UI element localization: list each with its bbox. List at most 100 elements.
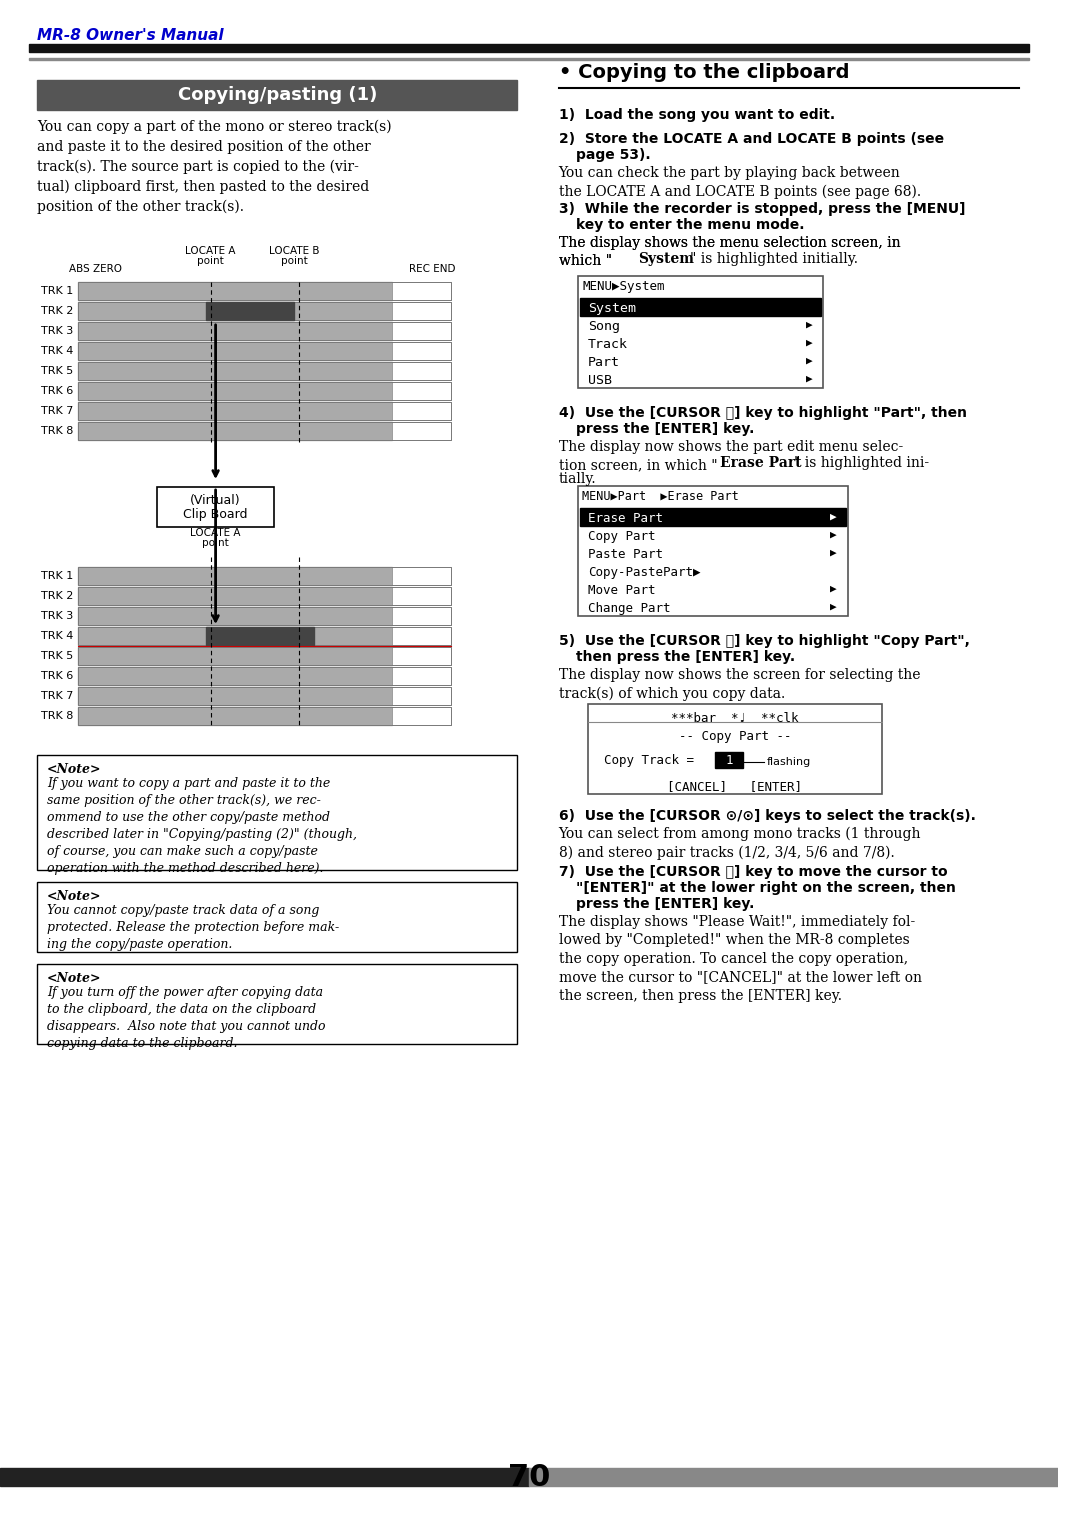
Text: then press the [ENTER] key.: then press the [ENTER] key.	[577, 650, 795, 664]
Bar	[79, 382, 392, 400]
Text: USB: USB	[588, 374, 612, 388]
Text: ▶: ▶	[806, 374, 812, 385]
Bar	[79, 707, 450, 725]
Text: Erase Part: Erase Part	[588, 513, 663, 525]
Bar	[79, 362, 450, 380]
Text: 3)  While the recorder is stopped, press the [MENU]: 3) While the recorder is stopped, press …	[558, 201, 966, 217]
Text: ***bar  *♩  **clk: ***bar *♩ **clk	[672, 713, 799, 725]
Text: TRK 1: TRK 1	[41, 571, 73, 581]
Bar	[392, 322, 450, 340]
Text: [CANCEL]   [ENTER]: [CANCEL] [ENTER]	[667, 780, 802, 794]
Bar	[79, 302, 450, 320]
Text: The display shows the menu selection screen, in
which ": The display shows the menu selection scr…	[558, 237, 901, 269]
Text: TRK 7: TRK 7	[41, 406, 73, 417]
Text: The display shows "Please Wait!", immediately fol-
lowed by "Completed!" when th: The display shows "Please Wait!", immedi…	[558, 916, 921, 1003]
Bar	[392, 667, 450, 685]
Bar	[79, 322, 450, 340]
Bar	[392, 302, 450, 320]
Bar	[79, 568, 450, 584]
Text: point: point	[198, 256, 224, 266]
Text: page 53).: page 53).	[577, 148, 651, 162]
Text: " is highlighted initially.: " is highlighted initially.	[690, 252, 858, 266]
Text: Clip Board: Clip Board	[184, 508, 247, 520]
Text: TRK 2: TRK 2	[41, 591, 73, 601]
Text: "[ENTER]" at the lower right on the screen, then: "[ENTER]" at the lower right on the scre…	[577, 881, 956, 896]
Text: • Copying to the clipboard: • Copying to the clipboard	[558, 63, 849, 82]
Bar	[79, 342, 392, 360]
Bar	[392, 282, 450, 301]
Bar	[79, 627, 450, 645]
Text: Copy Track =: Copy Track =	[604, 754, 693, 768]
Text: MENU▶Part  ▶Erase Part: MENU▶Part ▶Erase Part	[582, 490, 739, 504]
Bar	[79, 588, 450, 604]
Text: TRK 4: TRK 4	[41, 630, 73, 641]
Bar	[580, 298, 821, 316]
Text: TRK 6: TRK 6	[41, 671, 73, 681]
Text: TRK 3: TRK 3	[41, 610, 73, 621]
Bar	[29, 44, 1029, 52]
Text: ▶: ▶	[806, 337, 812, 348]
Text: Copy Part: Copy Part	[588, 530, 656, 543]
Text: -- Copy Part --: -- Copy Part --	[678, 729, 792, 743]
Text: ▶: ▶	[831, 601, 837, 612]
Text: ▶: ▶	[806, 320, 812, 330]
Text: TRK 8: TRK 8	[41, 426, 73, 436]
Text: Copy-PastePart▶: Copy-PastePart▶	[588, 566, 701, 578]
Bar	[37, 755, 517, 870]
Bar	[79, 687, 450, 705]
Text: You can select from among mono tracks (1 through
8) and stereo pair tracks (1/2,: You can select from among mono tracks (1…	[558, 827, 921, 861]
Bar	[79, 647, 450, 665]
Text: <Note>: <Note>	[48, 763, 102, 777]
Text: (Virtual): (Virtual)	[190, 493, 241, 507]
Text: Part: Part	[588, 356, 620, 369]
Text: TRK 5: TRK 5	[41, 366, 73, 375]
Bar	[79, 627, 392, 645]
Text: Change Part: Change Part	[588, 601, 671, 615]
Bar	[588, 703, 882, 794]
Text: press the [ENTER] key.: press the [ENTER] key.	[577, 897, 755, 911]
Text: TRK 2: TRK 2	[41, 307, 73, 316]
Bar	[392, 382, 450, 400]
Text: ABS ZERO: ABS ZERO	[69, 264, 122, 275]
Text: TRK 5: TRK 5	[41, 652, 73, 661]
Bar	[392, 568, 450, 584]
Bar	[157, 487, 274, 526]
Text: LOCATE A: LOCATE A	[190, 528, 241, 539]
Text: TRK 3: TRK 3	[41, 327, 73, 336]
Bar	[206, 627, 313, 645]
Text: 1)  Load the song you want to edit.: 1) Load the song you want to edit.	[558, 108, 835, 122]
Text: The display now shows the part edit menu selec-
tion screen, in which ": The display now shows the part edit menu…	[558, 439, 903, 473]
Bar	[37, 964, 517, 1044]
Text: point: point	[281, 256, 308, 266]
Text: 6)  Use the [CURSOR ⊙/⊙] keys to select the track(s).: 6) Use the [CURSOR ⊙/⊙] keys to select t…	[558, 809, 975, 823]
Bar	[79, 282, 392, 301]
Bar	[37, 882, 517, 952]
Text: If you turn off the power after copying data
to the clipboard, the data on the c: If you turn off the power after copying …	[48, 986, 325, 1050]
Text: Song: Song	[588, 320, 620, 333]
Bar	[79, 342, 450, 360]
Text: Track: Track	[588, 337, 627, 351]
Bar	[392, 687, 450, 705]
Bar	[79, 401, 392, 420]
Bar	[79, 423, 392, 439]
Bar	[79, 588, 392, 604]
Text: point: point	[202, 539, 229, 548]
Bar	[29, 58, 1029, 60]
Bar	[392, 627, 450, 645]
Text: <Note>: <Note>	[48, 890, 102, 903]
Bar	[79, 423, 450, 439]
Text: LOCATE B: LOCATE B	[269, 246, 320, 256]
Text: Move Part: Move Part	[588, 584, 656, 597]
Bar	[392, 647, 450, 665]
Bar	[715, 752, 743, 768]
Text: ▶: ▶	[831, 548, 837, 559]
Text: Erase Part: Erase Part	[720, 456, 801, 470]
Bar	[79, 607, 392, 626]
Text: MENU▶System: MENU▶System	[582, 279, 664, 293]
Text: 1: 1	[726, 754, 733, 766]
Text: The display now shows the screen for selecting the
track(s) of which you copy da: The display now shows the screen for sel…	[558, 668, 920, 700]
Bar	[392, 588, 450, 604]
Bar	[392, 362, 450, 380]
Text: tially.: tially.	[558, 472, 596, 485]
Text: 2)  Store the LOCATE A and LOCATE B points (see: 2) Store the LOCATE A and LOCATE B point…	[558, 133, 944, 146]
